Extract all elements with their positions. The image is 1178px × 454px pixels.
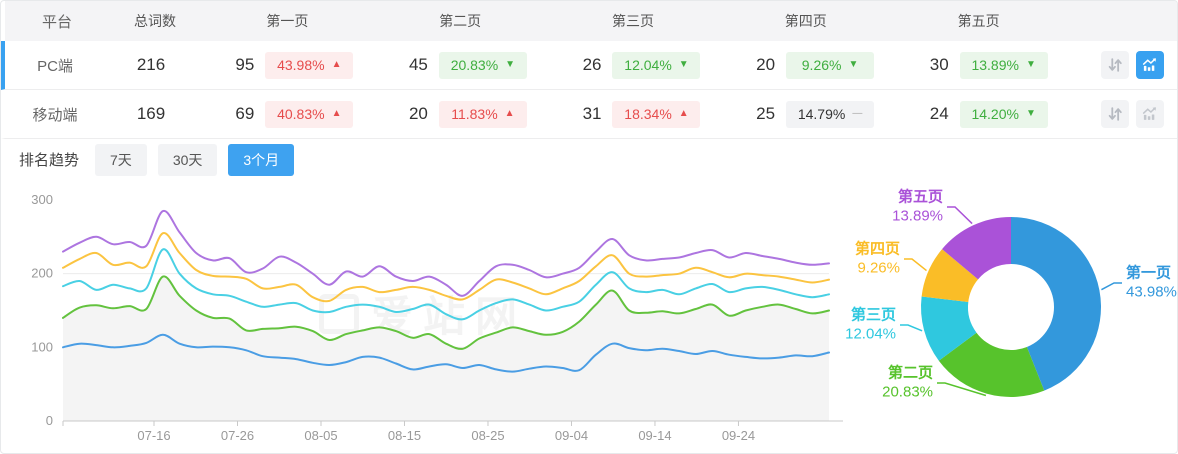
tab-7-days[interactable]: 7天 xyxy=(95,143,147,176)
page5-change-badge: 14.20% ▼ xyxy=(959,100,1048,128)
svg-text:09-24: 09-24 xyxy=(722,428,755,443)
rank-table: 平台 总词数 第一页 第二页 第三页 第四页 第五页 PC端 216 95 43… xyxy=(1,1,1177,139)
page2-count: 45 xyxy=(408,55,428,74)
platform-label: 移动端 xyxy=(32,106,78,124)
svg-text:09-14: 09-14 xyxy=(638,428,671,443)
svg-text:0: 0 xyxy=(46,413,53,428)
sort-arrows-icon xyxy=(1108,58,1122,72)
trend-chart-button[interactable] xyxy=(1135,51,1164,79)
table-row-mobile[interactable]: 移动端 169 69 40.83% ▲ 20 11.83% ▲ 31 18.34% ▲… xyxy=(1,90,1177,139)
trend-arrow-icon: ▲ xyxy=(678,108,689,119)
trend-toolbar: 排名趋势 7天 30天 3个月 xyxy=(1,139,1177,180)
donut-label-第五页: 第五页 13.89% xyxy=(892,188,943,224)
trend-arrow-icon: ▲ xyxy=(504,108,515,119)
trend-arrow-icon: ▲ xyxy=(331,108,342,119)
page-distribution-donut: 第一页 43.98% 第二页 20.83% 第三页 12.04% 第四页 9.26% 第五页 13… xyxy=(829,165,1177,453)
donut-label-第一页: 第一页 43.98% xyxy=(1126,264,1177,300)
page4-count: 25 xyxy=(756,104,776,123)
page3-change-badge: 12.04% ▼ xyxy=(612,51,701,79)
header-platform: 平台 xyxy=(41,13,72,31)
trend-arrow-icon: ▼ xyxy=(1025,108,1036,119)
page2-change-badge: 20.83% ▼ xyxy=(438,51,527,79)
page4-count: 20 xyxy=(756,55,776,74)
sort-rank-button[interactable] xyxy=(1100,51,1129,79)
header-page-5: 第五页 xyxy=(957,13,1000,29)
tab-30-days[interactable]: 30天 xyxy=(157,143,218,176)
platform-label: PC端 xyxy=(37,57,73,75)
page1-change-badge: 40.83% ▲ xyxy=(265,100,354,128)
page3-count: 31 xyxy=(582,104,602,123)
svg-text:100: 100 xyxy=(31,339,53,354)
header-page-2: 第二页 xyxy=(439,13,482,29)
rank-table-header: 平台 总词数 第一页 第二页 第三页 第四页 第五页 xyxy=(5,1,1177,41)
chart-icon xyxy=(1142,58,1156,71)
header-total-words: 总词数 xyxy=(134,13,176,29)
svg-text:300: 300 xyxy=(31,192,53,207)
charts-area: 爱站网 07-16 07-26 08-05 08-15 08-25 09-04 09-14 0… xyxy=(1,180,1177,453)
trend-chart-button[interactable] xyxy=(1135,100,1164,128)
svg-text:08-15: 08-15 xyxy=(388,428,421,443)
page1-count: 95 xyxy=(235,55,255,74)
page5-change-badge: 13.89% ▼ xyxy=(959,51,1048,79)
page5-count: 30 xyxy=(929,55,949,74)
trend-line-chart: 07-16 07-26 08-05 08-15 08-25 09-04 09-14 09-24… xyxy=(31,192,843,443)
table-row-pc[interactable]: PC端 216 95 43.98% ▲ 45 20.83% ▼ 26 12.04% ▼… xyxy=(1,41,1177,90)
trend-arrow-icon: ▲ xyxy=(331,59,342,70)
page3-change-badge: 18.34% ▲ xyxy=(612,100,701,128)
sort-rank-button[interactable] xyxy=(1100,100,1129,128)
svg-text:08-25: 08-25 xyxy=(471,428,504,443)
svg-text:09-04: 09-04 xyxy=(555,428,588,443)
trend-arrow-icon: — xyxy=(852,108,863,119)
trend-arrow-icon: ▼ xyxy=(1025,59,1036,70)
page1-count: 69 xyxy=(235,104,255,123)
trend-arrow-icon: ▼ xyxy=(848,59,859,70)
sort-arrows-icon xyxy=(1108,107,1122,121)
page1-change-badge: 43.98% ▲ xyxy=(265,51,354,79)
trend-arrow-icon: ▼ xyxy=(505,59,516,70)
page3-count: 26 xyxy=(582,55,602,74)
page5-count: 24 xyxy=(929,104,949,123)
trend-arrow-icon: ▼ xyxy=(678,59,689,70)
tab-3-months[interactable]: 3个月 xyxy=(228,143,295,176)
total-words-value: 216 xyxy=(136,55,166,74)
chart-icon xyxy=(1142,107,1156,120)
svg-text:07-26: 07-26 xyxy=(221,428,254,443)
header-page-3: 第三页 xyxy=(611,13,654,29)
header-page-1: 第一页 xyxy=(266,13,309,29)
page4-change-badge: 9.26% ▼ xyxy=(786,51,875,79)
svg-text:07-16: 07-16 xyxy=(137,428,170,443)
page2-change-badge: 11.83% ▲ xyxy=(438,100,527,128)
trend-title: 排名趋势 xyxy=(19,152,80,169)
donut-label-第四页: 第四页 9.26% xyxy=(854,240,900,276)
svg-text:08-05: 08-05 xyxy=(304,428,337,443)
page4-change-badge: 14.79% — xyxy=(786,100,875,128)
svg-text:200: 200 xyxy=(31,266,53,281)
header-page-4: 第四页 xyxy=(784,13,827,29)
page2-count: 20 xyxy=(408,104,428,123)
donut-label-第二页: 第二页 20.83% xyxy=(882,364,933,400)
donut-label-第三页: 第三页 12.04% xyxy=(845,306,896,342)
total-words-value: 169 xyxy=(136,104,166,123)
